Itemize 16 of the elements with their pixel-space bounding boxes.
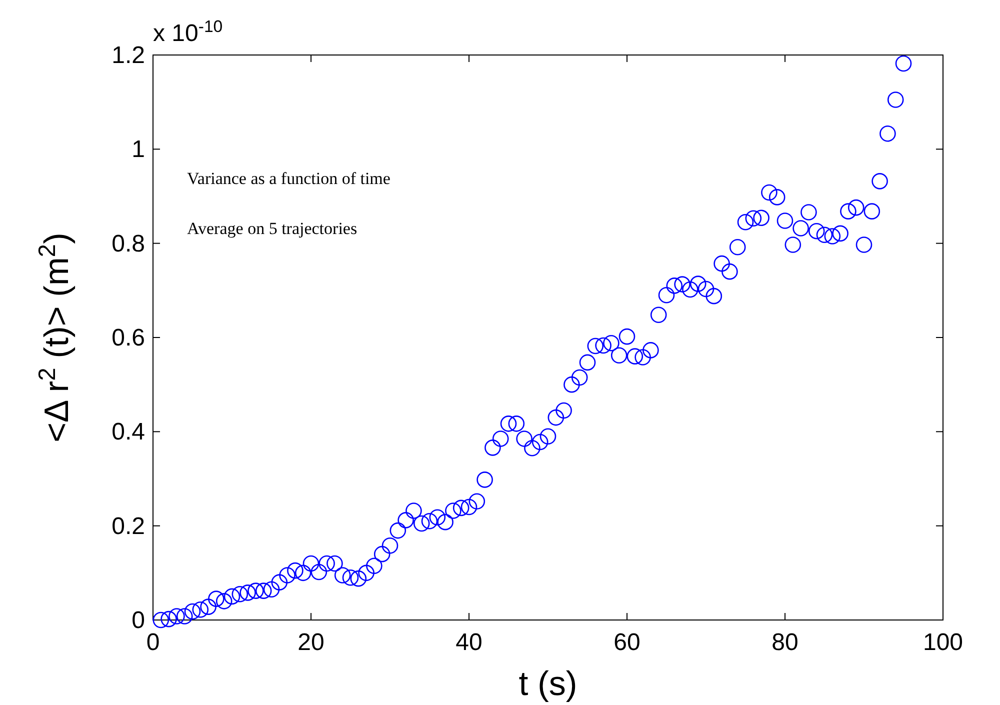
- x-tick-label: 100: [922, 629, 964, 656]
- y-tick-label: 0.8: [112, 230, 145, 258]
- annotation: Variance as a function of time: [187, 169, 390, 188]
- y-tick-label: 1: [132, 136, 145, 164]
- y-tick-label: 0.6: [112, 324, 145, 352]
- x-tick-label: 80: [772, 629, 798, 656]
- y-tick-label: 1.2: [112, 42, 145, 69]
- y-tick-label: 0.2: [112, 512, 145, 540]
- y-tick-label: 0: [132, 607, 145, 634]
- x-tick-label: 40: [456, 629, 482, 656]
- text: x 10$^{-10}$: [153, 16, 223, 47]
- x-tick-label: 20: [298, 629, 324, 656]
- x-axis-title: t (s): [518, 665, 578, 703]
- y-tick-label: 0.4: [112, 418, 145, 446]
- x-tick-label: 60: [614, 629, 640, 656]
- annotation: Average on 5 trajectories: [187, 219, 358, 238]
